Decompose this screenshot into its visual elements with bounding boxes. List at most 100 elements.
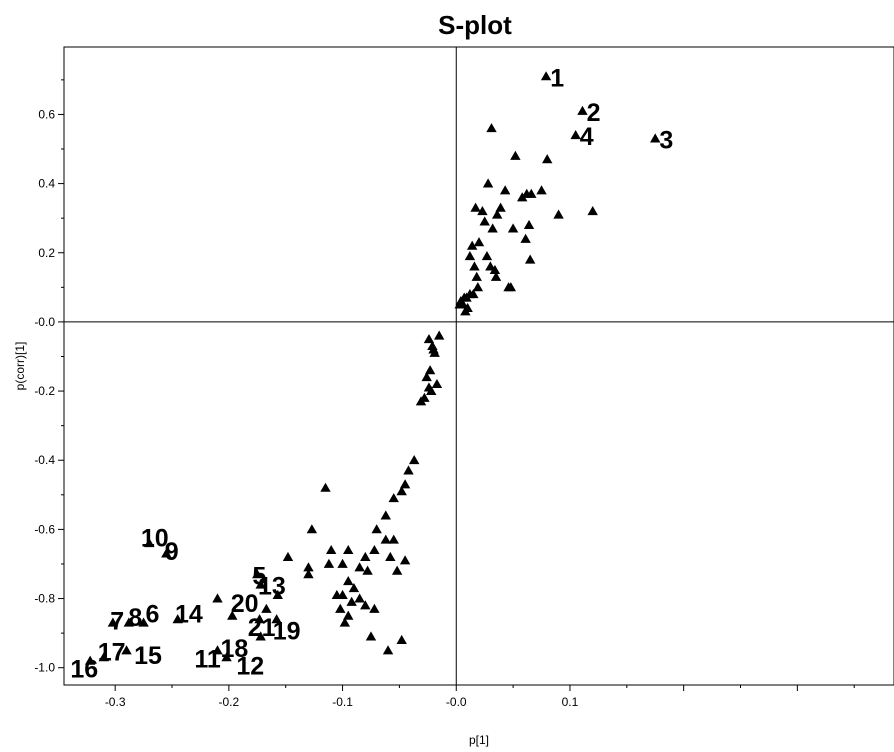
data-point xyxy=(354,593,365,603)
data-point xyxy=(138,617,149,627)
data-point xyxy=(517,192,528,202)
point-label: 13 xyxy=(258,573,286,601)
data-point xyxy=(485,261,496,271)
data-point xyxy=(362,565,373,575)
data-point xyxy=(399,555,411,565)
data-point xyxy=(221,652,232,662)
data-point xyxy=(428,344,439,354)
data-point xyxy=(346,596,357,606)
point-label: 7 xyxy=(110,607,124,635)
y-tick-label: -0.8 xyxy=(34,592,55,606)
data-point xyxy=(385,551,396,561)
data-points xyxy=(84,71,661,665)
y-tick-label: -0.4 xyxy=(34,453,55,467)
x-axis-ticks: -0.3 -0.2 -0.1 -0.0 0.1 xyxy=(105,685,855,709)
data-point xyxy=(303,569,314,579)
data-point xyxy=(466,240,478,250)
data-point xyxy=(354,562,365,572)
data-point xyxy=(369,544,380,555)
data-point xyxy=(399,479,411,489)
data-point xyxy=(123,617,135,627)
x-tick-label: -0.2 xyxy=(219,695,240,709)
data-point xyxy=(343,610,354,620)
y-tick-label: -1.0 xyxy=(34,661,55,675)
point-label: 2 xyxy=(587,99,601,127)
data-point xyxy=(507,223,519,233)
point-label: 16 xyxy=(70,656,98,684)
point-label: 1 xyxy=(550,64,564,92)
point-label: 12 xyxy=(236,652,264,680)
data-point xyxy=(434,330,445,340)
data-point xyxy=(523,219,535,229)
data-point xyxy=(255,579,266,589)
data-point xyxy=(331,589,343,599)
data-point xyxy=(587,206,598,216)
data-point xyxy=(431,378,443,389)
data-point xyxy=(212,645,223,655)
data-point xyxy=(553,209,564,219)
plot-area: -0.3 -0.2 -0.1 -0.0 0.1 0.60.40.2-0.0-0.2-0.… xyxy=(34,46,894,709)
y-tick-label: 0.2 xyxy=(38,246,55,260)
data-point xyxy=(408,455,420,465)
data-point xyxy=(570,129,581,140)
data-point xyxy=(490,271,502,281)
data-point xyxy=(369,603,380,613)
point-label: 8 xyxy=(128,604,142,632)
data-point xyxy=(343,544,354,555)
data-point xyxy=(464,251,476,261)
data-point xyxy=(489,264,501,274)
data-point xyxy=(470,202,481,212)
data-point xyxy=(469,261,480,271)
data-point xyxy=(526,188,537,198)
data-point xyxy=(272,589,283,599)
y-tick-label: 0.4 xyxy=(38,177,55,191)
data-point xyxy=(499,185,511,195)
y-tick-label: -0.6 xyxy=(34,522,55,536)
data-point xyxy=(172,614,183,624)
data-point xyxy=(396,486,407,496)
y-axis-ticks: 0.6 0.4 0.2 -0.0 -0.2 -0.4 -0.6 -0.8 -1.0 xyxy=(34,79,64,675)
data-point xyxy=(460,306,471,316)
data-point xyxy=(271,614,282,624)
data-point xyxy=(505,282,517,292)
data-point xyxy=(454,299,465,309)
point-label: 18 xyxy=(220,635,248,663)
data-point xyxy=(252,569,263,579)
data-point xyxy=(486,123,497,133)
data-point xyxy=(261,603,272,613)
data-point xyxy=(542,154,553,164)
data-point xyxy=(524,254,536,264)
x-tick-label: 0.1 xyxy=(562,695,579,709)
point-label: 21 xyxy=(248,614,276,642)
data-point xyxy=(98,652,109,662)
point-label: 9 xyxy=(165,538,179,566)
data-point xyxy=(426,385,437,395)
data-point xyxy=(482,178,494,188)
y-tick-label: -0.2 xyxy=(34,384,55,398)
point-label: 10 xyxy=(141,524,169,552)
data-point xyxy=(391,565,403,575)
data-point xyxy=(303,562,314,572)
data-point xyxy=(343,576,354,586)
data-point xyxy=(481,251,493,261)
data-point xyxy=(396,634,407,644)
data-point xyxy=(423,334,435,344)
y-axis-label: p(corr)[1] xyxy=(13,342,27,391)
data-point xyxy=(335,603,346,613)
point-label: 3 xyxy=(659,127,673,155)
chart-title: S-plot xyxy=(438,10,512,40)
point-label: 20 xyxy=(231,590,259,618)
data-point xyxy=(360,600,371,610)
data-point xyxy=(424,365,436,375)
data-point xyxy=(487,223,498,233)
data-point xyxy=(161,548,172,558)
x-tick-label: -0.0 xyxy=(446,695,467,709)
data-point xyxy=(403,465,414,475)
data-point xyxy=(371,524,382,534)
data-point xyxy=(84,655,96,665)
point-label: 14 xyxy=(175,600,203,628)
data-point xyxy=(479,216,490,226)
data-point xyxy=(320,482,331,492)
data-point xyxy=(255,631,266,641)
y-tick-label: 0.6 xyxy=(38,107,55,121)
